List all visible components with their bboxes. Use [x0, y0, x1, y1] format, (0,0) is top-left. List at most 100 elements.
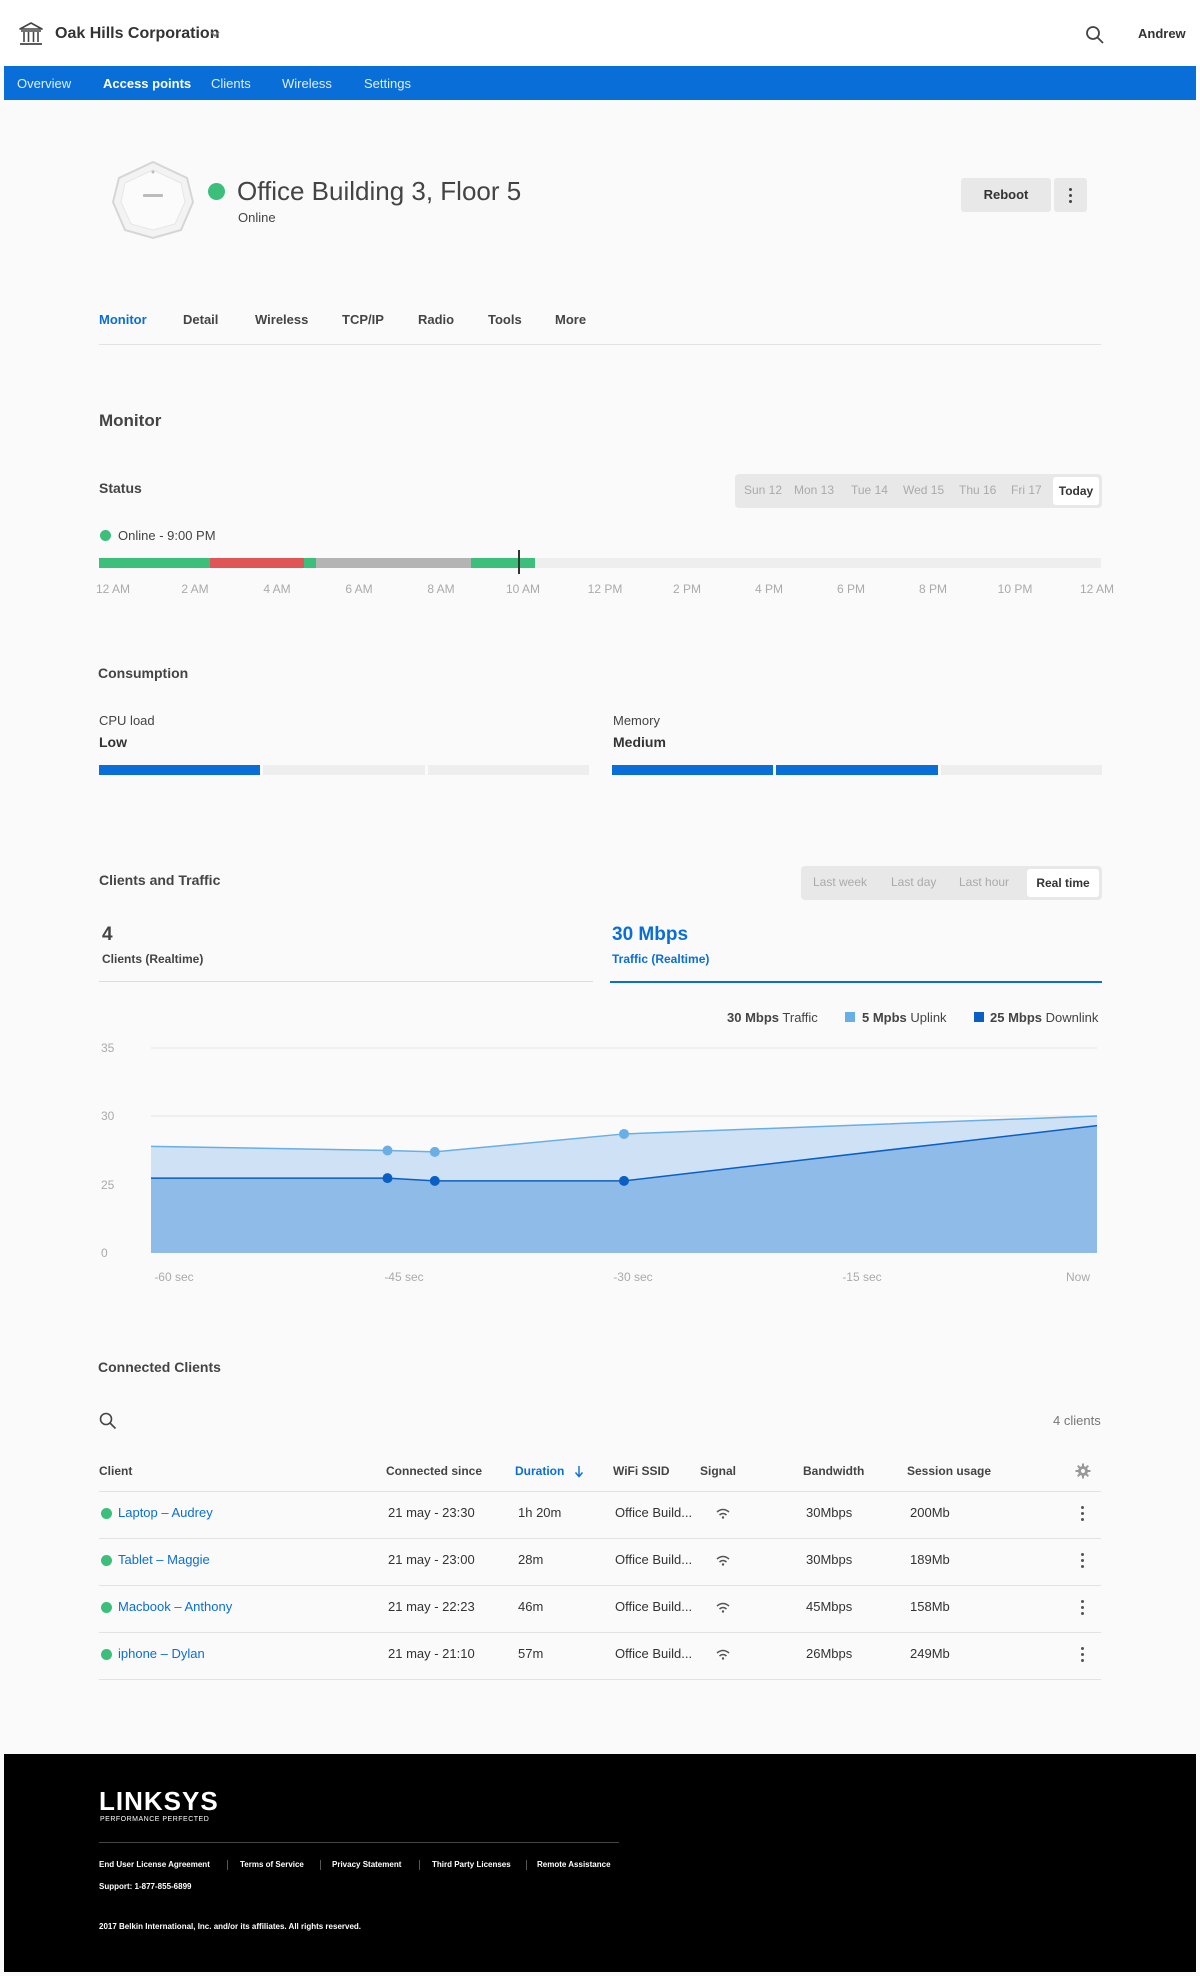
access-point-image [111, 160, 195, 240]
uplink-area [151, 1116, 1097, 1253]
memory-value: Medium [613, 734, 666, 750]
footer-link-remote-assistance[interactable]: Remote Assistance [537, 1860, 611, 1869]
col-signal[interactable]: Signal [700, 1464, 737, 1478]
day-today[interactable]: Today [1053, 477, 1099, 505]
col-wifi-ssid[interactable]: WiFi SSID [613, 1464, 670, 1478]
kebab-icon [1069, 188, 1072, 191]
tab-detail[interactable]: Detail [183, 312, 219, 327]
consumption-heading: Consumption [98, 665, 189, 681]
bandwidth: 26Mbps [806, 1646, 853, 1661]
col-session-usage[interactable]: Session usage [907, 1464, 992, 1478]
client-name-link[interactable]: Macbook – Anthony [118, 1599, 233, 1614]
nav-clients[interactable]: Clients [211, 76, 251, 91]
col-connected-since[interactable]: Connected since [386, 1464, 483, 1478]
tab-wireless[interactable]: Wireless [255, 312, 309, 327]
footer-copyright: 2017 Belkin International, Inc. and/or i… [99, 1922, 362, 1931]
footer-link-third-party[interactable]: Third Party Licenses [432, 1860, 511, 1869]
legend-downlink-swatch [974, 1012, 984, 1022]
online-status-dot [208, 183, 225, 200]
chevron-down-icon[interactable] [209, 29, 221, 39]
nav-overview[interactable]: Overview [17, 76, 72, 91]
row-kebab-icon[interactable] [1081, 1553, 1085, 1569]
timeline-tick-label: 10 PM [997, 582, 1033, 596]
range-last-week[interactable]: Last week [813, 875, 868, 889]
footer: LINKSYS PERFORMANCE PERFECTED End User L… [4, 1754, 1196, 1972]
org-switcher[interactable]: Oak Hills Corporation [55, 25, 220, 42]
day-wed-15[interactable]: Wed 15 [903, 483, 945, 497]
tab-tools[interactable]: Tools [488, 312, 522, 327]
duration: 57m [518, 1646, 544, 1661]
row-kebab-icon[interactable] [1081, 1600, 1085, 1616]
current-time-marker [518, 550, 520, 574]
day-sun-12[interactable]: Sun 12 [744, 483, 783, 497]
memory-label: Memory [613, 713, 660, 728]
clients-realtime-label[interactable]: Clients (Realtime) [102, 952, 204, 966]
nav-wireless[interactable]: Wireless [282, 76, 332, 91]
range-selector: Last week Last day Last hour Real time [801, 866, 1102, 900]
timeline-tick-label: 10 AM [505, 582, 541, 596]
bar-segment [612, 765, 774, 775]
search-icon[interactable] [1085, 25, 1105, 45]
footer-link-terms[interactable]: Terms of Service [240, 1860, 304, 1869]
client-online-dot [101, 1555, 112, 1566]
y-tick-label: 30 [101, 1109, 115, 1123]
col-client[interactable]: Client [99, 1464, 133, 1478]
footer-link-eula[interactable]: End User License Agreement [99, 1860, 210, 1869]
online-since: Online - 9:00 PM [118, 528, 216, 543]
table-header-divider [99, 1491, 1101, 1492]
bar-segment [776, 765, 938, 775]
more-options-button[interactable] [1054, 178, 1087, 212]
clients-count[interactable]: 4 [102, 924, 113, 945]
client-name-link[interactable]: iphone – Dylan [118, 1646, 205, 1661]
reboot-button[interactable]: Reboot [961, 178, 1051, 212]
client-count: 4 clients [1053, 1413, 1101, 1428]
wifi-signal-icon [716, 1602, 730, 1613]
day-fri-17[interactable]: Fri 17 [1011, 483, 1042, 497]
timeline-tick-label: 12 AM [1079, 582, 1115, 596]
col-bandwidth[interactable]: Bandwidth [803, 1464, 865, 1478]
client-online-dot [101, 1602, 112, 1613]
top-header: Oak Hills Corporation Andrew [0, 0, 1200, 66]
traffic-value[interactable]: 30 Mbps [612, 924, 689, 945]
building-icon [19, 22, 43, 45]
tab-monitor[interactable]: Monitor [99, 312, 147, 327]
day-tue-14[interactable]: Tue 14 [851, 483, 888, 497]
range-last-hour[interactable]: Last hour [959, 875, 1010, 889]
bar-segment [427, 765, 589, 775]
uplink-point [619, 1128, 629, 1139]
tab-tcpip[interactable]: TCP/IP [342, 312, 384, 327]
uplink-point [382, 1145, 393, 1156]
nav-settings[interactable]: Settings [364, 76, 411, 91]
row-kebab-icon[interactable] [1081, 1506, 1085, 1522]
connected-clients-heading: Connected Clients [98, 1359, 221, 1375]
traffic-realtime-label[interactable]: Traffic (Realtime) [612, 952, 710, 966]
client-name-link[interactable]: Laptop – Audrey [118, 1505, 213, 1520]
row-divider [99, 1632, 1101, 1633]
x-tick-label: -15 sec [842, 1270, 882, 1284]
client-name-link[interactable]: Tablet – Maggie [118, 1552, 210, 1567]
linksys-logo: LINKSYS [99, 1786, 219, 1816]
row-divider [99, 1538, 1101, 1539]
session-usage: 249Mb [910, 1646, 950, 1661]
uplink-line [150, 1115, 1098, 1153]
col-duration[interactable]: Duration [515, 1464, 565, 1478]
day-thu-16[interactable]: Thu 16 [959, 483, 997, 497]
tab-radio[interactable]: Radio [418, 312, 455, 327]
footer-support-phone: Support: 1-877-855-6899 [99, 1882, 192, 1891]
downlink-area [151, 1125, 1097, 1253]
client-online-dot [101, 1649, 112, 1660]
range-real-time[interactable]: Real time [1027, 869, 1099, 897]
legend-downlink: 25 Mbps Downlink [990, 1010, 1099, 1025]
sort-down-arrow-icon[interactable] [574, 1465, 584, 1478]
row-kebab-icon[interactable] [1081, 1647, 1085, 1663]
status-timeline [99, 558, 1101, 568]
search-icon[interactable] [99, 1412, 117, 1430]
day-mon-13[interactable]: Mon 13 [794, 483, 835, 497]
range-last-day[interactable]: Last day [891, 875, 937, 889]
user-menu[interactable]: Andrew [1138, 26, 1186, 41]
settings-gear-icon[interactable] [1075, 1463, 1091, 1479]
row-divider [99, 1679, 1101, 1680]
nav-access-points[interactable]: Access points [103, 76, 192, 91]
tab-more[interactable]: More [555, 312, 587, 327]
footer-link-privacy[interactable]: Privacy Statement [332, 1860, 402, 1869]
